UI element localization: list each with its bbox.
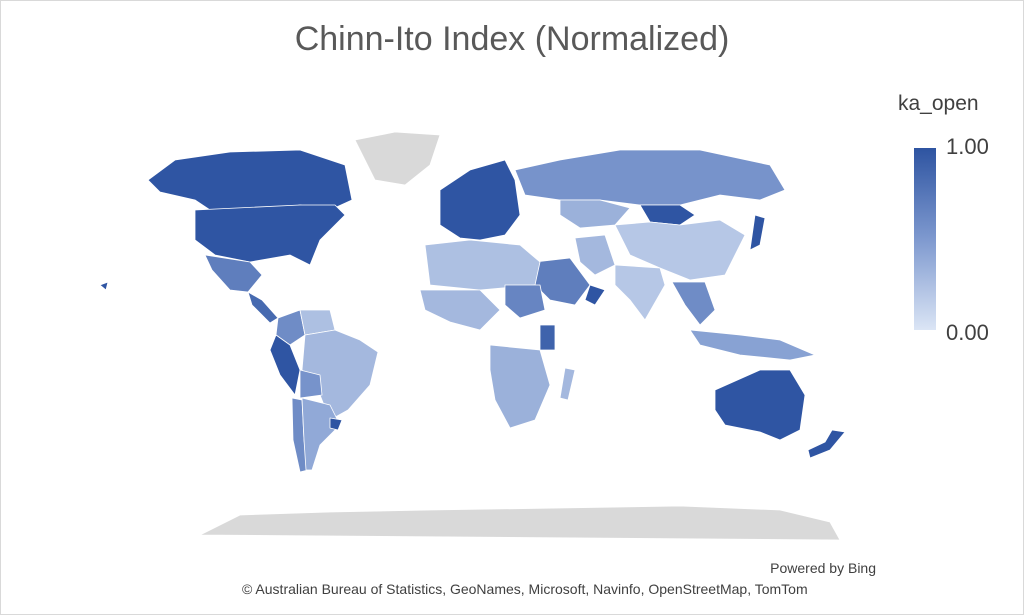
region-north-africa[interactable]: [424, 239, 541, 291]
region-kenya[interactable]: [539, 324, 556, 351]
region-west-africa[interactable]: [419, 289, 501, 331]
region-bolivia[interactable]: [299, 369, 323, 399]
region-peru[interactable]: [269, 334, 301, 396]
region-china[interactable]: [614, 219, 746, 281]
region-australia[interactable]: [714, 369, 806, 441]
region-antarctica[interactable]: [199, 505, 841, 541]
region-india[interactable]: [614, 264, 666, 321]
region-japan[interactable]: [749, 214, 766, 251]
region-uruguay[interactable]: [329, 417, 343, 431]
region-oman[interactable]: [584, 284, 606, 306]
legend-min-label: 0.00: [946, 320, 989, 345]
legend-color-scale: [914, 148, 936, 330]
region-madagascar[interactable]: [559, 367, 576, 401]
powered-by-label: Powered by Bing: [770, 560, 876, 576]
region-russia[interactable]: [514, 149, 786, 206]
attribution-text: © Australian Bureau of Statistics, GeoNa…: [242, 581, 808, 597]
region-saudi-arabia[interactable]: [534, 257, 591, 306]
region-mongolia[interactable]: [639, 204, 696, 226]
region-canada[interactable]: [147, 149, 353, 211]
region-central-america[interactable]: [247, 291, 279, 324]
region-colombia[interactable]: [275, 309, 306, 346]
legend-title: ka_open: [898, 92, 979, 115]
region-iran[interactable]: [574, 234, 616, 276]
region-southeast-asia[interactable]: [671, 281, 716, 326]
region-new-zealand[interactable]: [807, 429, 846, 459]
region-argentina[interactable]: [301, 397, 341, 471]
region-southern-africa[interactable]: [489, 344, 551, 429]
region-indonesia[interactable]: [689, 329, 816, 361]
region-kazakhstan[interactable]: [559, 199, 631, 229]
map-regions: [99, 131, 846, 541]
region-greenland[interactable]: [354, 131, 441, 186]
region-united-states[interactable]: [99, 204, 346, 291]
chart-title: Chinn-Ito Index (Normalized): [294, 20, 730, 58]
region-western-europe[interactable]: [439, 159, 521, 241]
region-sudan[interactable]: [504, 284, 546, 319]
legend-max-label: 1.00: [946, 134, 989, 159]
